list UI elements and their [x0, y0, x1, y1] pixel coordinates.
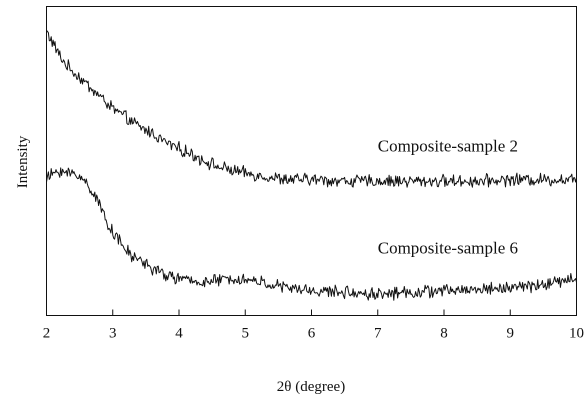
- series-group: [46, 30, 577, 301]
- series-label: Composite-sample 6: [378, 239, 518, 258]
- series-line-1: [46, 30, 577, 188]
- x-tick-label: 5: [242, 326, 250, 342]
- y-axis-title: Intensity: [15, 135, 31, 188]
- x-tick-label: 8: [440, 326, 448, 342]
- x-tick-label: 2: [43, 326, 51, 342]
- x-tick-label: 10: [569, 326, 584, 342]
- series-line-2: [46, 167, 577, 301]
- plot-frame: [46, 6, 577, 316]
- x-tick-label: 6: [308, 326, 316, 342]
- series-label: Composite-sample 2: [378, 137, 518, 156]
- x-tick-label: 9: [507, 326, 515, 342]
- x-tick-label: 4: [175, 326, 183, 342]
- x-axis-ticks: [46, 309, 577, 316]
- x-axis-tick-labels: 2 3 4 5 6 7 8 9 10: [43, 326, 584, 342]
- x-tick-label: 7: [374, 326, 382, 342]
- x-tick-label: 3: [109, 326, 117, 342]
- annotation-group: Composite-sample 2 Composite-sample 6: [378, 137, 518, 258]
- x-axis-title: 2θ (degree): [277, 379, 345, 395]
